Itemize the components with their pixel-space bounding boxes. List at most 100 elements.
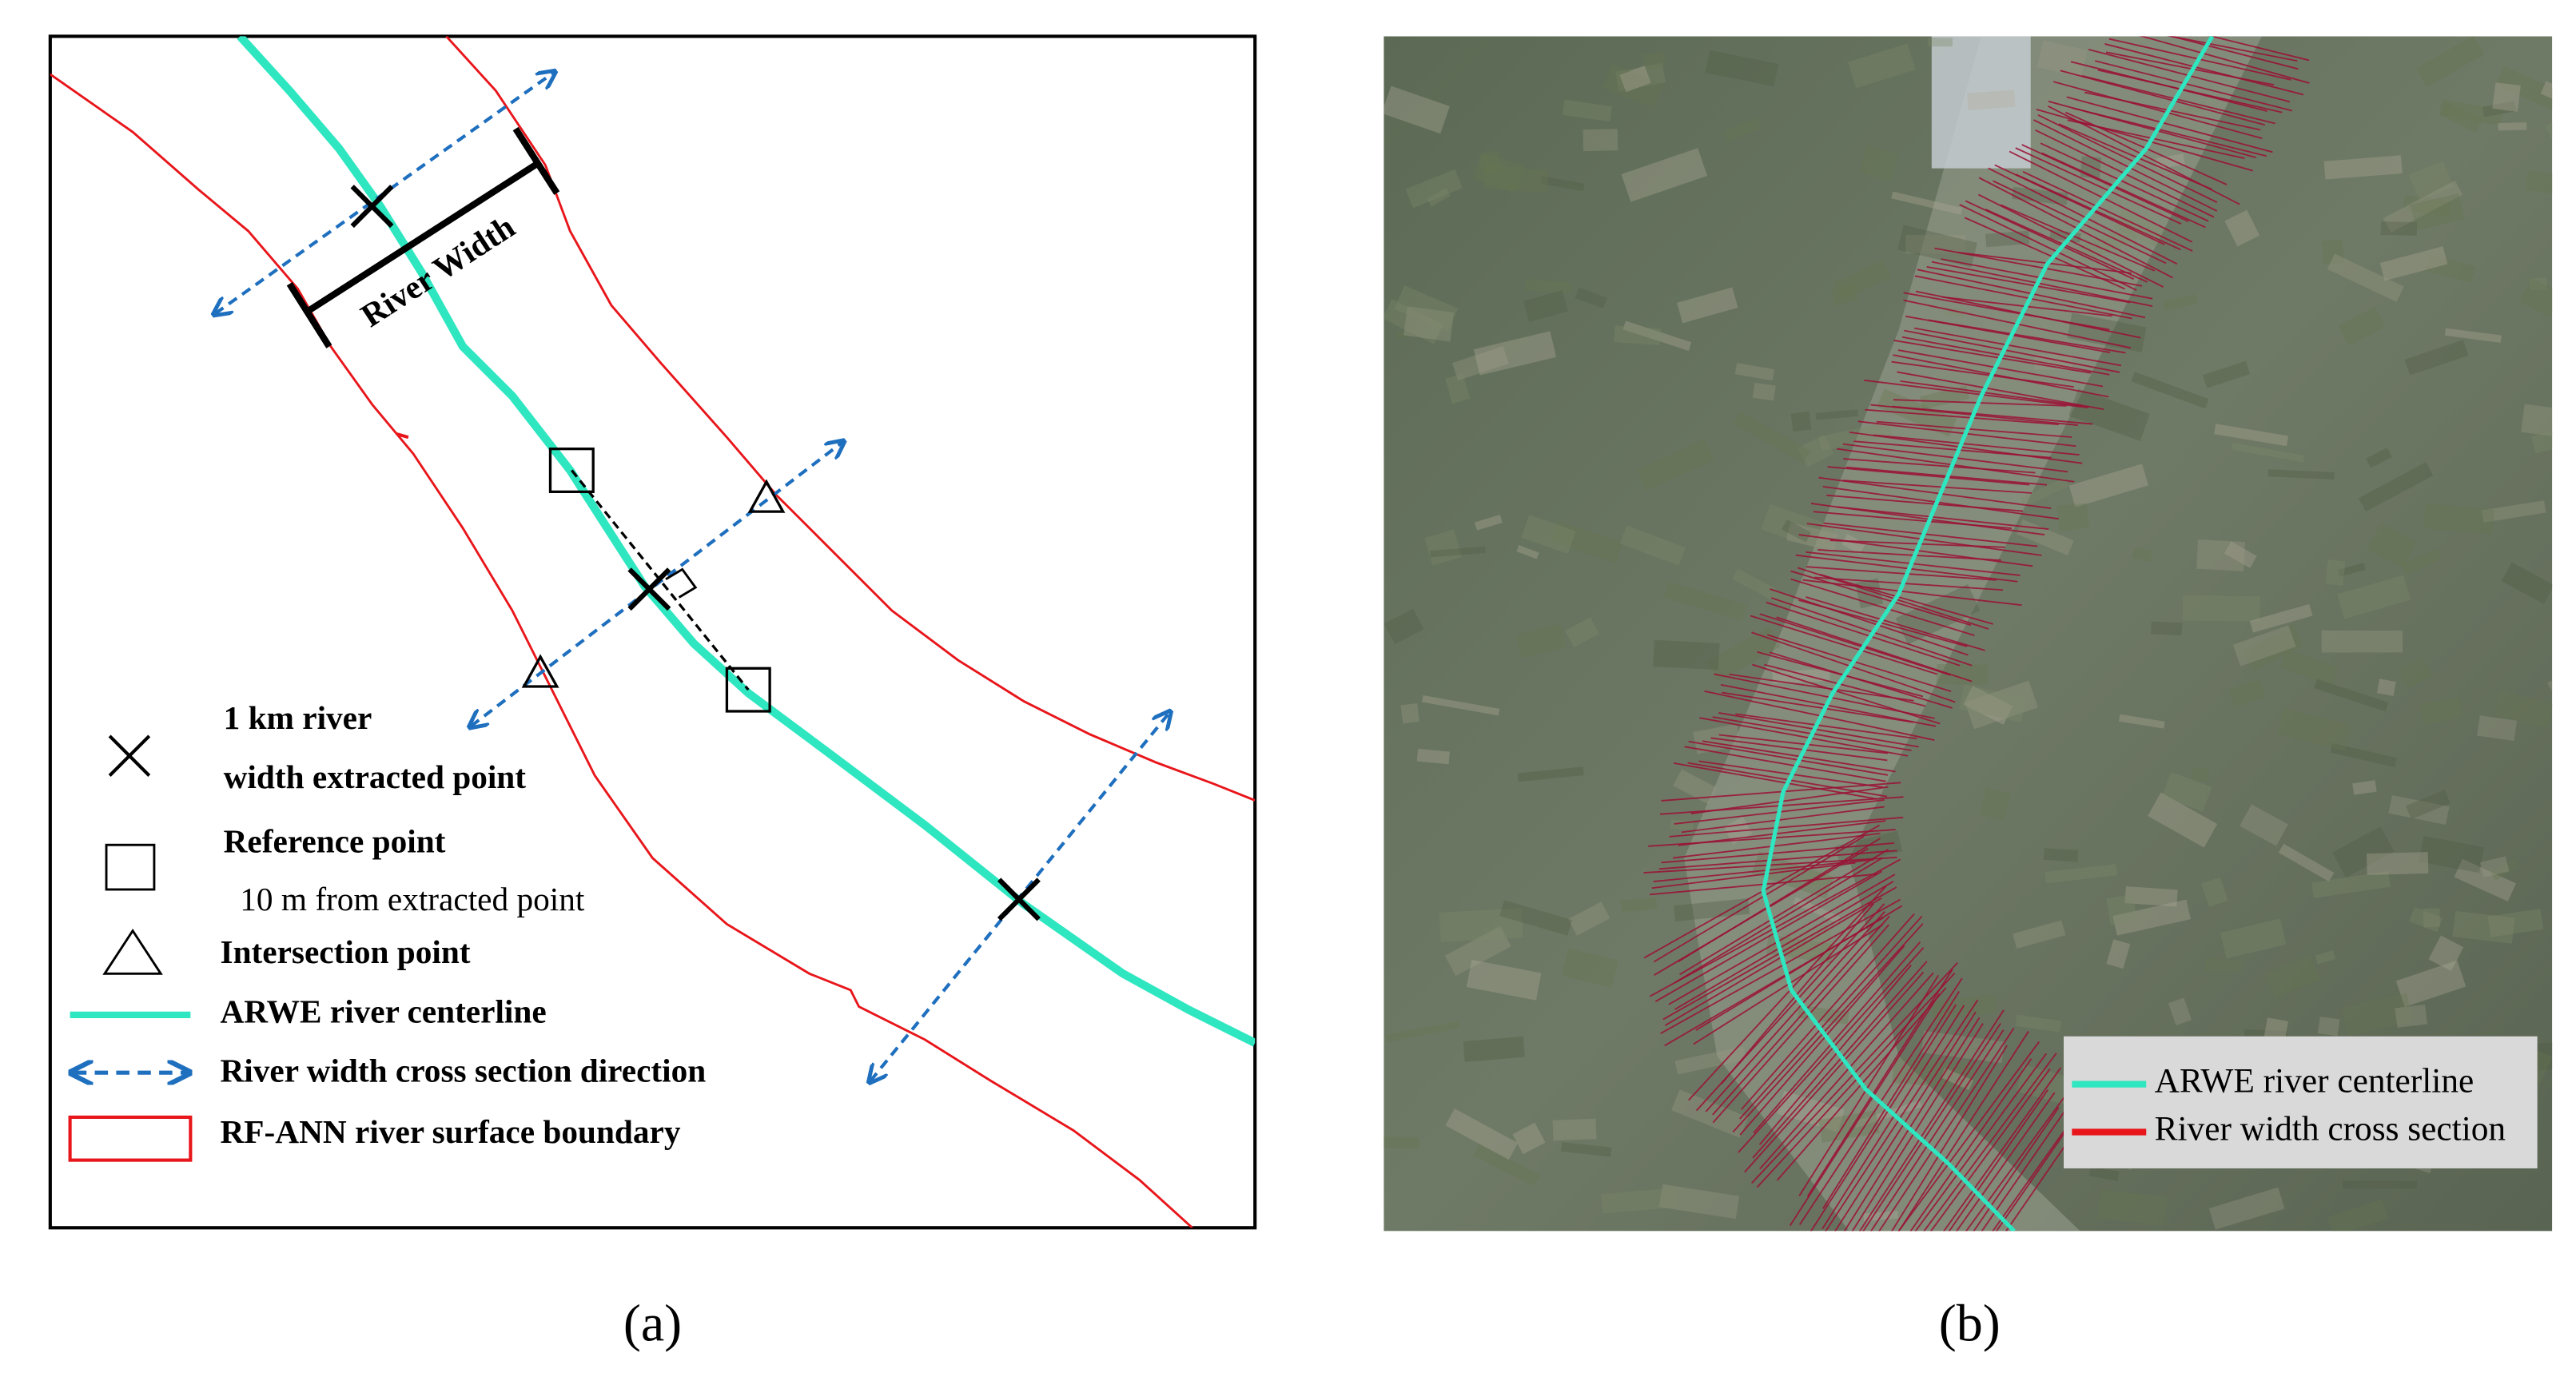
terrain-patch (2492, 82, 2521, 112)
cross-section-line (2095, 60, 2292, 112)
cross-section-line (1766, 601, 1961, 667)
cross-section-line (1752, 961, 1928, 1159)
cross-section-line (1931, 261, 2153, 307)
terrain-patch (2151, 621, 2183, 636)
terrain-patch (2439, 99, 2503, 125)
terrain-patch (2332, 826, 2395, 878)
cross-section-line (1770, 588, 1969, 656)
terrain-patch (1751, 851, 1834, 899)
cross-section-line (2208, 36, 2310, 62)
cross-section-line (1818, 476, 2052, 510)
cross-section-line (1681, 806, 1885, 834)
terrain-patch (2366, 852, 2429, 875)
terrain-patch (2162, 293, 2199, 311)
terrain-patch (1524, 278, 1571, 294)
cross-section-line (1897, 1041, 2040, 1232)
legend-square-icon (105, 843, 156, 891)
terrain-patch (2479, 856, 2510, 878)
cross-section-line (1758, 964, 1912, 1145)
terrain-patch (2410, 193, 2465, 231)
panel-b: ARWE river centerline River width cross … (1384, 36, 2553, 1352)
terrain-patch (2330, 742, 2397, 767)
cross-section-line (1679, 849, 1889, 976)
cross-section-line (1873, 434, 2080, 456)
terrain-patch (1614, 325, 1662, 346)
legend-text: RF-ANN river surface boundary (221, 1113, 681, 1150)
terrain-patch (1422, 694, 1500, 716)
terrain-patch (1540, 176, 1585, 192)
terrain-patch (2327, 253, 2404, 302)
terrain-patch (1575, 287, 1607, 308)
terrain-patch (1941, 1068, 1973, 1090)
terrain-patch (2321, 631, 2403, 653)
legend-text: Reference point (224, 823, 446, 860)
cross-section-line (1862, 1023, 2001, 1232)
terrain-patch (1772, 669, 1830, 684)
cross-section-line (1664, 897, 1882, 1026)
cross-section-line (1664, 917, 1885, 1047)
terrain-patch (1403, 306, 1455, 342)
terrain-patch (2201, 877, 2228, 907)
terrain-patch (2043, 848, 2079, 862)
cross-section-line (1941, 258, 2153, 300)
terrain-patch (2376, 679, 2396, 696)
cross-section-line (1837, 506, 2049, 531)
cross-section-line (1878, 1028, 2015, 1232)
legend-a: 1 km river width extracted point Referen… (68, 699, 706, 1162)
cross-section-line (1735, 713, 1917, 740)
terrain-patch (2088, 1166, 2120, 1181)
cross-section-line (2104, 43, 2304, 96)
terrain-patch (2482, 101, 2517, 117)
cross-section-line (1977, 193, 2164, 288)
cross-section-line (1668, 874, 1896, 1005)
cross-section-line (1842, 480, 2033, 494)
terrain-patch (1394, 285, 1459, 332)
cross-section-line (1959, 204, 2137, 291)
cross-section-line (1710, 737, 1888, 762)
terrain-patch (2379, 246, 2448, 281)
cross-section-line (1965, 200, 2135, 281)
terrain-patch (1859, 145, 1898, 181)
terrain-patch (2323, 155, 2403, 180)
cross-section-line (1810, 1004, 1957, 1232)
terrain-patch (1815, 409, 1858, 420)
cross-section-line (1732, 923, 1924, 1133)
terrain-patch (1642, 51, 1666, 71)
terrain-patch (1444, 925, 1511, 977)
terrain-patch (2454, 858, 2517, 902)
cross-section-line (1827, 466, 2029, 486)
legend-b-box (2064, 1036, 2538, 1168)
reference-points (548, 448, 771, 713)
terrain-patch (2419, 836, 2484, 874)
terrain-patch (2444, 328, 2502, 343)
terrain-patch (1560, 1142, 1612, 1157)
terrain-patch (2264, 954, 2320, 999)
terrain-patch (1637, 439, 1714, 491)
terrain-patch (2106, 939, 2131, 969)
legend-b: ARWE river centerline River width cross … (2064, 1036, 2538, 1168)
cross-section-line (2105, 51, 2275, 86)
terrain-patch (2439, 101, 2483, 133)
terrain-patch (1439, 908, 1523, 942)
terrain-patch (2240, 804, 2288, 846)
terrain-patch (1841, 533, 1866, 555)
panel-a: River Width 1 km river width extracted p… (48, 34, 1257, 1352)
terrain-patch (1723, 117, 1762, 142)
terrain-patch (2097, 1189, 2168, 1226)
cross-section-line (2041, 152, 2206, 229)
terrain-patch (2525, 170, 2553, 197)
terrain-patch (2314, 679, 2389, 712)
boundary-notch (396, 432, 409, 440)
terrain-patch (2494, 690, 2553, 729)
terrain-patch (1474, 514, 1503, 531)
terrain-patch (2013, 920, 2066, 949)
cross-section-line (2060, 70, 2266, 126)
cross-section-line (2168, 36, 2299, 70)
cross-section-line (1705, 911, 1885, 1112)
terrain-patch (2481, 500, 2546, 523)
cross-section-line (1858, 1009, 2005, 1232)
cross-section-line (1795, 554, 2018, 583)
terrain-patch (1761, 503, 1836, 552)
cross-section-line (1651, 862, 1856, 889)
cross-section-line (1750, 615, 1937, 675)
